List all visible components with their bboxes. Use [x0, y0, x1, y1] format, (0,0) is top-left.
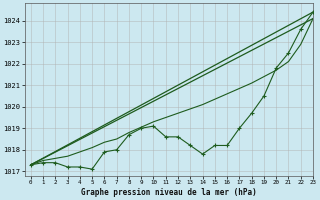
X-axis label: Graphe pression niveau de la mer (hPa): Graphe pression niveau de la mer (hPa) — [81, 188, 257, 197]
